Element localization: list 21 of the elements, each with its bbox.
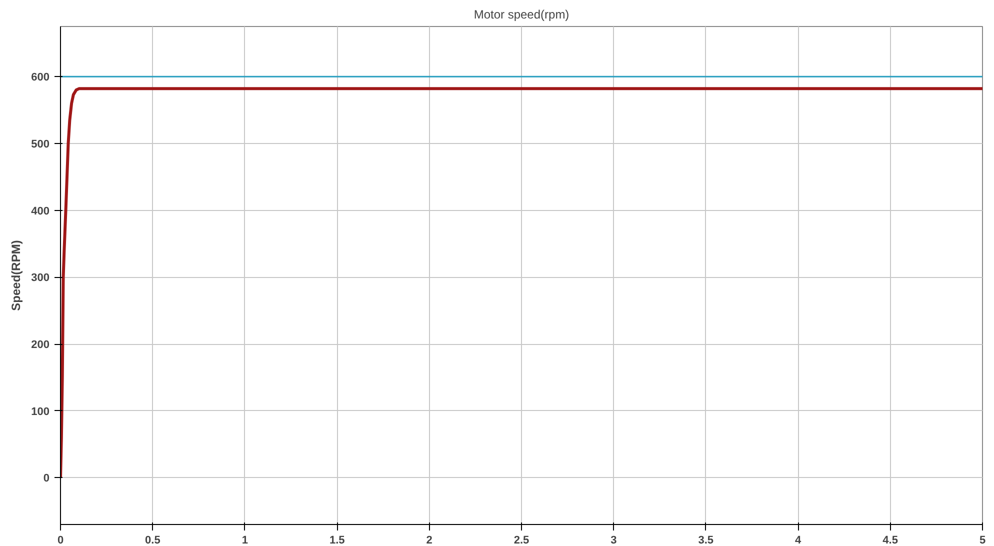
x-tick-label: 5 <box>979 534 986 546</box>
x-tick-label: 1.5 <box>329 534 345 546</box>
y-tick-label: 500 <box>31 138 50 150</box>
y-axis-title: Speed(RPM) <box>9 240 24 311</box>
x-tick-label: 4.5 <box>882 534 898 546</box>
x-tick-label: 2 <box>426 534 432 546</box>
x-tick-label: 2.5 <box>514 534 530 546</box>
y-tick-label: 400 <box>31 205 50 218</box>
line-series <box>60 87 982 480</box>
x-tick-label: 1 <box>242 534 248 546</box>
y-tick-label: 300 <box>31 272 50 284</box>
y-tick-label: 0 <box>43 472 50 485</box>
x-tick-label: 3 <box>610 534 617 546</box>
y-tick-label: 600 <box>31 72 50 84</box>
x-tick-label: 4 <box>795 534 802 546</box>
y-tick-label: 100 <box>31 406 50 418</box>
y-tick-label: 200 <box>31 339 50 352</box>
x-tick-label: 0 <box>57 534 64 546</box>
x-tick-label: 0.5 <box>145 534 160 546</box>
x-tick-label: 3.5 <box>698 534 714 546</box>
chart-title: Motor speed(rpm) <box>474 8 570 22</box>
